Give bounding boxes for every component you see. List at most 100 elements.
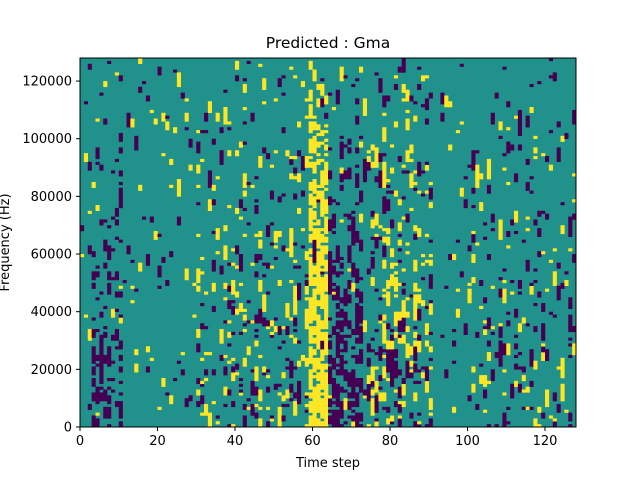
heatmap-cell-high — [293, 401, 298, 416]
heatmap-cell-low — [118, 75, 123, 82]
heatmap-cell-low — [134, 135, 139, 151]
heatmap-cell-low — [169, 251, 174, 258]
heatmap-cell-high — [312, 337, 317, 344]
heatmap-cell-high — [366, 424, 371, 428]
heatmap-cell-low — [196, 202, 201, 206]
heatmap-cell-high — [204, 377, 209, 382]
heatmap-cell-low — [335, 409, 340, 428]
heatmap-cell-low — [568, 343, 573, 347]
heatmap-cell-low — [328, 334, 333, 338]
heatmap-cell-low — [328, 147, 333, 151]
heatmap-cell-low — [242, 121, 247, 125]
heatmap-cell-low — [374, 288, 379, 292]
heatmap-cell-low — [339, 349, 344, 353]
heatmap-cell-low — [211, 199, 216, 206]
heatmap-cell-low — [107, 245, 112, 261]
heatmap-cell-high — [308, 392, 313, 399]
heatmap-cell-low — [339, 401, 344, 419]
heatmap-cell-low — [285, 403, 290, 408]
heatmap-cell-low — [254, 328, 259, 333]
heatmap-cell-high — [533, 156, 538, 160]
heatmap-cell-low — [328, 409, 333, 413]
heatmap-cell-low — [250, 369, 255, 373]
heatmap-cell-low — [242, 78, 247, 82]
heatmap-cell-high — [382, 366, 387, 379]
heatmap-cell-high — [258, 406, 263, 410]
heatmap-cell-low — [87, 245, 92, 255]
heatmap-cell-low — [266, 225, 271, 237]
heatmap-cell-high — [320, 130, 325, 137]
heatmap-cell-low — [479, 279, 484, 286]
heatmap-cell-low — [572, 109, 577, 125]
heatmap-cell-low — [269, 222, 275, 226]
heatmap-cell-high — [312, 326, 317, 335]
heatmap-cell-low — [227, 389, 232, 396]
heatmap-cell-high — [382, 323, 387, 344]
heatmap-cell-high — [405, 150, 410, 163]
heatmap-cell-high — [231, 279, 236, 295]
heatmap-cell-low — [91, 328, 96, 338]
heatmap-cell-low — [405, 360, 410, 379]
heatmap-cell-low — [417, 412, 422, 416]
heatmap-cell-high — [176, 72, 182, 88]
x-axis: 0 20 40 60 80 100 120 — [76, 427, 557, 449]
heatmap-cell-low — [227, 262, 232, 266]
heatmap-cell-low — [165, 279, 170, 286]
heatmap-cell-low — [281, 92, 286, 96]
heatmap-cell-low — [173, 69, 178, 73]
heatmap-cell-high — [316, 228, 321, 249]
heatmap-cell-high — [304, 98, 309, 102]
heatmap-cell-high — [413, 331, 418, 338]
heatmap-cell-high — [324, 199, 329, 214]
heatmap-cell-low — [397, 259, 402, 263]
heatmap-cell-high — [428, 398, 433, 410]
heatmap-cell-low — [374, 72, 379, 76]
heatmap-cell-high — [514, 115, 519, 119]
heatmap-cell-high — [378, 392, 383, 402]
heatmap-cell-high — [506, 181, 511, 186]
heatmap-cell-high — [486, 352, 492, 361]
heatmap-cell-low — [118, 187, 123, 209]
heatmap-cell-low — [235, 75, 240, 82]
heatmap-cell-low — [351, 354, 356, 359]
heatmap-cell-low — [506, 311, 511, 315]
heatmap-cell-high — [215, 228, 220, 240]
heatmap-cell-low — [347, 138, 352, 145]
heatmap-cell-low — [378, 346, 383, 361]
heatmap-cell-low — [200, 130, 205, 134]
heatmap-cell-high — [486, 158, 492, 180]
heatmap-cell-low — [300, 190, 306, 197]
heatmap-cell-low — [517, 291, 523, 295]
heatmap-cell-high — [320, 363, 325, 390]
heatmap-cell-low — [572, 254, 577, 263]
heatmap-cell-low — [293, 317, 298, 327]
heatmap-cell-high — [409, 158, 414, 163]
heatmap-cell-low — [386, 406, 391, 413]
heatmap-cell-high — [405, 89, 410, 102]
heatmap-cell-high — [386, 291, 391, 307]
heatmap-cell-low — [370, 380, 375, 387]
heatmap-cell-low — [339, 297, 344, 304]
heatmap-cell-low — [390, 328, 395, 333]
heatmap-cell-low — [99, 291, 104, 295]
heatmap-cell-high — [308, 121, 313, 134]
heatmap-cell-high — [564, 409, 569, 413]
heatmap-cell-low — [490, 228, 495, 232]
heatmap-cell-low — [483, 389, 488, 399]
heatmap-cell-high — [548, 164, 554, 171]
heatmap-cell-high — [556, 366, 561, 370]
heatmap-cell-high — [413, 259, 418, 272]
heatmap-cell-low — [517, 366, 523, 370]
heatmap-cell-high — [370, 144, 375, 151]
heatmap-cell-high — [490, 326, 495, 330]
heatmap-cell-low — [238, 377, 244, 382]
heatmap-cell-low — [266, 386, 271, 393]
heatmap-cell-low — [297, 150, 302, 157]
heatmap-cell-low — [331, 377, 337, 399]
heatmap-cell-low — [359, 277, 364, 281]
heatmap-cell-low — [529, 349, 534, 367]
heatmap-cell-high — [393, 262, 399, 266]
heatmap-cell-low — [347, 147, 352, 154]
heatmap-cell-high — [386, 236, 391, 246]
heatmap-cell-low — [525, 259, 530, 272]
